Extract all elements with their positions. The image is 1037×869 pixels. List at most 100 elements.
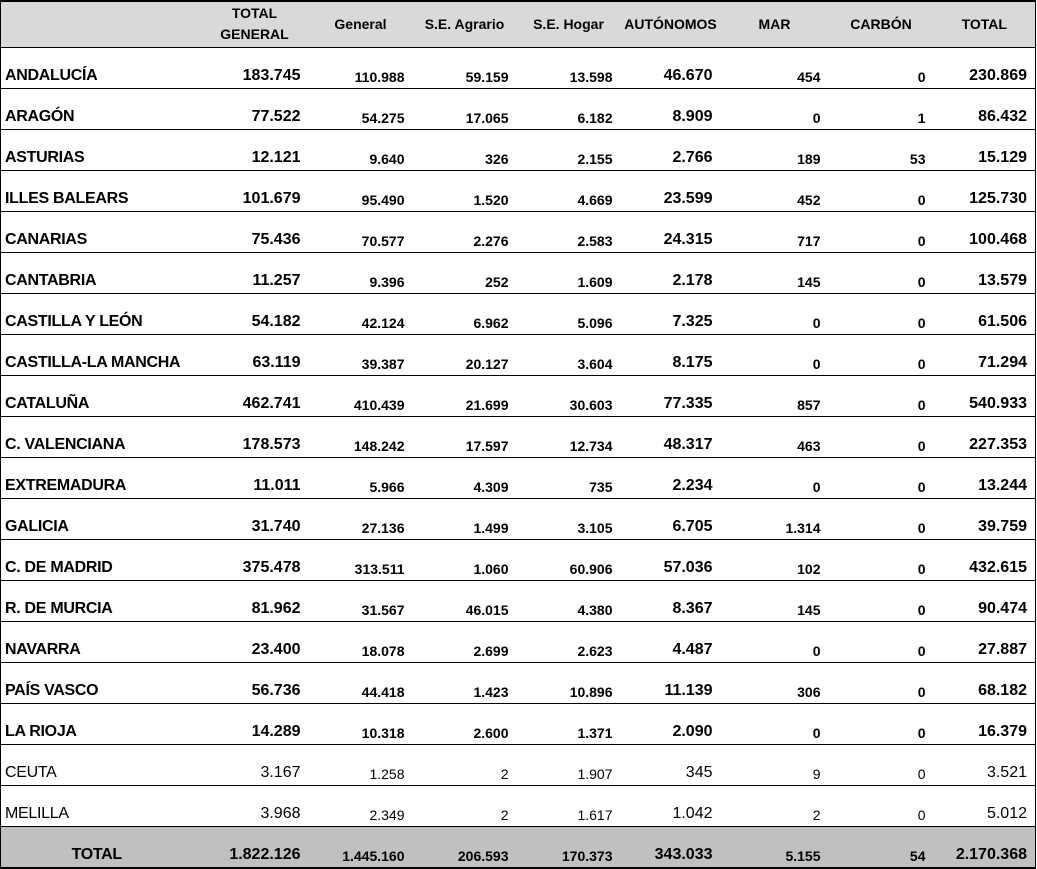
cell-total: 71.294 [933, 334, 1036, 376]
cell-mar: 306 [720, 662, 829, 704]
cell-carbon: 0 [828, 416, 934, 458]
cell-total-general: 75.436 [200, 211, 309, 253]
header-se-hogar: S.E. Hogar [516, 1, 621, 48]
cell-total-general: 63.119 [200, 334, 309, 376]
region-name: R. DE MURCIA [0, 580, 201, 622]
cell-general: 9.640 [308, 129, 413, 171]
header-row: TOTAL GENERAL General S.E. Agrario S.E. … [0, 0, 1036, 48]
table-row: EXTREMADURA 11.011 5.966 4.309 735 2.234 0 0 13.… [0, 457, 1036, 499]
cell-total: 125.730 [933, 170, 1036, 212]
cell-mar: 5.155 [720, 826, 829, 869]
cell-mar: 145 [720, 252, 829, 294]
cell-se-hogar: 60.906 [516, 539, 621, 581]
cell-se-hogar: 10.896 [516, 662, 621, 704]
cell-total: 432.615 [933, 539, 1036, 581]
cell-total-general: 12.121 [200, 129, 309, 171]
region-name: CASTILLA-LA MANCHA [0, 334, 201, 376]
cell-general: 44.418 [308, 662, 413, 704]
cell-se-agrario: 1.499 [412, 498, 517, 540]
cell-total-general: 11.257 [200, 252, 309, 294]
cell-se-agrario: 1.520 [412, 170, 517, 212]
cell-se-agrario: 17.597 [412, 416, 517, 458]
cell-mar: 463 [720, 416, 829, 458]
cell-mar: 189 [720, 129, 829, 171]
cell-se-hogar: 3.604 [516, 334, 621, 376]
header-total: TOTAL [933, 1, 1036, 48]
cell-se-agrario: 59.159 [412, 47, 517, 89]
cell-carbon: 0 [828, 47, 934, 89]
cell-se-agrario: 6.962 [412, 293, 517, 335]
cell-total-general: 23.400 [200, 621, 309, 663]
cell-total: 2.170.368 [933, 826, 1036, 869]
cell-total: 100.468 [933, 211, 1036, 253]
cell-total: 86.432 [933, 88, 1036, 130]
cell-se-hogar: 2.623 [516, 621, 621, 663]
table-row: ARAGÓN 77.522 54.275 17.065 6.182 8.909 0 1 86.4… [0, 88, 1036, 130]
cell-carbon: 0 [828, 662, 934, 704]
cell-se-agrario: 17.065 [412, 88, 517, 130]
cell-general: 313.511 [308, 539, 413, 581]
cell-autonomos: 46.670 [620, 47, 721, 89]
table-row: ASTURIAS 12.121 9.640 326 2.155 2.766 189 53 15.… [0, 129, 1036, 171]
cell-total: 3.521 [933, 744, 1036, 786]
cell-mar: 102 [720, 539, 829, 581]
cell-total: 13.579 [933, 252, 1036, 294]
cell-autonomos: 77.335 [620, 375, 721, 417]
cell-general: 2.349 [308, 785, 413, 827]
table-row: ANDALUCÍA 183.745 110.988 59.159 13.598 46.67… [0, 47, 1036, 89]
cell-se-hogar: 5.096 [516, 293, 621, 335]
cell-autonomos: 23.599 [620, 170, 721, 212]
cell-se-hogar: 2.583 [516, 211, 621, 253]
region-name: CANTABRIA [0, 252, 201, 294]
cell-se-hogar: 1.609 [516, 252, 621, 294]
cell-mar: 2 [720, 785, 829, 827]
cell-general: 27.136 [308, 498, 413, 540]
cell-total-general: 54.182 [200, 293, 309, 335]
cell-autonomos: 11.139 [620, 662, 721, 704]
region-name: CEUTA [0, 744, 201, 786]
table-row: MELILLA 3.968 2.349 2 1.617 1.042 2 0 5.012 [0, 785, 1036, 827]
cell-mar: 0 [720, 88, 829, 130]
cell-total: 227.353 [933, 416, 1036, 458]
table-row: GALICIA 31.740 27.136 1.499 3.105 6.705 1.314 0… [0, 498, 1036, 540]
region-name: PAÍS VASCO [0, 662, 201, 704]
cell-total-general: 375.478 [200, 539, 309, 581]
cell-total: 540.933 [933, 375, 1036, 417]
cell-autonomos: 8.367 [620, 580, 721, 622]
header-general: General [308, 1, 413, 48]
cell-total-general: 1.822.126 [200, 826, 309, 869]
cell-se-agrario: 2.276 [412, 211, 517, 253]
cell-carbon: 0 [828, 703, 934, 745]
cell-total: 27.887 [933, 621, 1036, 663]
cell-se-hogar: 4.669 [516, 170, 621, 212]
header-carbon: CARBÓN [828, 1, 934, 48]
table-row: CEUTA 3.167 1.258 2 1.907 345 9 0 3.521 [0, 744, 1036, 786]
cell-total: 39.759 [933, 498, 1036, 540]
cell-carbon: 0 [828, 334, 934, 376]
cell-carbon: 0 [828, 170, 934, 212]
table-row: R. DE MURCIA 81.962 31.567 46.015 4.380 8.367… [0, 580, 1036, 622]
cell-autonomos: 345 [620, 744, 721, 786]
cell-se-agrario: 206.593 [412, 826, 517, 869]
header-autonomos: AUTÓNOMOS [620, 1, 721, 48]
table-body: ANDALUCÍA 183.745 110.988 59.159 13.598 46.67… [0, 47, 1036, 869]
region-name: C. VALENCIANA [0, 416, 201, 458]
header-region [0, 0, 201, 48]
cell-carbon: 0 [828, 252, 934, 294]
table-row: C. VALENCIANA 178.573 148.242 17.597 12.734 4… [0, 416, 1036, 458]
cell-se-agrario: 1.060 [412, 539, 517, 581]
cell-total-general: 56.736 [200, 662, 309, 704]
region-name: CASTILLA Y LEÓN [0, 293, 201, 335]
cell-mar: 0 [720, 703, 829, 745]
cell-carbon: 1 [828, 88, 934, 130]
cell-mar: 145 [720, 580, 829, 622]
cell-autonomos: 343.033 [620, 826, 721, 869]
cell-general: 1.258 [308, 744, 413, 786]
cell-se-hogar: 30.603 [516, 375, 621, 417]
cell-general: 39.387 [308, 334, 413, 376]
cell-general: 5.966 [308, 457, 413, 499]
cell-se-hogar: 1.371 [516, 703, 621, 745]
region-name: C. DE MADRID [0, 539, 201, 581]
region-name: MELILLA [0, 785, 201, 827]
cell-autonomos: 2.090 [620, 703, 721, 745]
